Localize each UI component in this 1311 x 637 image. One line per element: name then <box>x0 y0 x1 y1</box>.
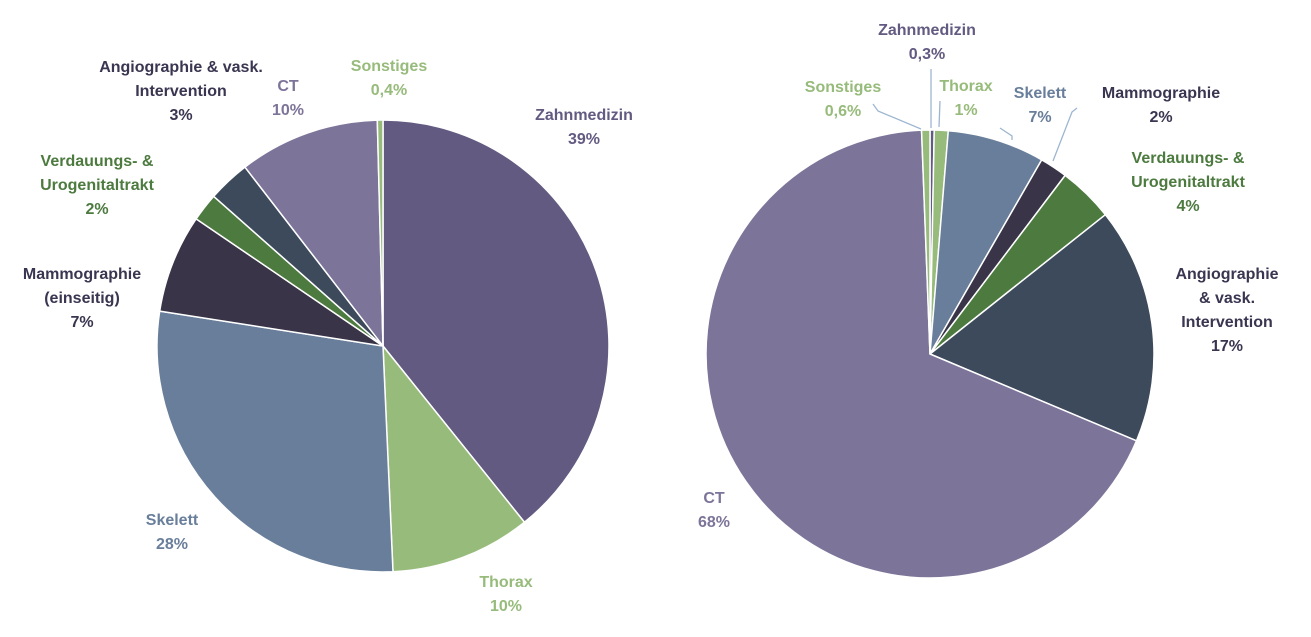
pie-1-label-verdauung: Verdauungs- & Urogenitaltrakt 2% <box>40 153 154 218</box>
pie-2-label-mammographie: Mammographie 2% <box>1102 85 1220 126</box>
pie-2-label-angiographie: Angiographie & vask. Intervention 17% <box>1175 266 1278 355</box>
pie-2-leader-line-thorax <box>938 100 941 128</box>
pie-2-leader-line-sonstiges <box>872 103 922 130</box>
pie-2-label-ct: CT 68% <box>698 490 730 531</box>
pie-2-label-verdauung: Verdauungs- & Urogenitaltrakt 4% <box>1131 150 1245 215</box>
pie-1-label-skelett: Skelett 28% <box>146 512 199 553</box>
pie-1-slice-thorax <box>382 345 526 573</box>
pie-1-label-thorax: Thorax 10% <box>479 574 532 615</box>
pie-2-label-sonstiges: Sonstiges 0,6% <box>805 79 882 120</box>
pie-1-label-ct: CT 10% <box>272 78 304 119</box>
pie-2-label-skelett: Skelett 7% <box>1014 85 1067 126</box>
pie-2-label-zahnmedizin: Zahnmedizin 0,3% <box>878 22 976 63</box>
pie-chart-left: Zahnmedizin 39% Thorax 10% Skelett 28% Mammogr… <box>23 58 633 615</box>
pie-1-label-zahnmedizin: Zahnmedizin 39% <box>535 107 633 148</box>
pie-1-slice-zahnmedizin <box>382 119 610 523</box>
pie-1-label-angiographie: Angiographie & vask. Intervention 3% <box>99 59 263 124</box>
pie-1-slice-skelett <box>156 310 394 573</box>
pie-2-slice-ct <box>705 129 1138 579</box>
pie-2-leader-line-mammographie <box>1052 107 1078 162</box>
pie-1-slice-ct <box>244 119 384 347</box>
pie-chart-right: Zahnmedizin 0,3% Thorax 1% Skelett 7% Mammogra… <box>698 22 1279 579</box>
pie-1-label-mammographie: Mammographie (einseitig) 7% <box>23 266 141 331</box>
pie-1-label-sonstiges: Sonstiges 0,4% <box>351 58 428 99</box>
pie-2-label-thorax: Thorax 1% <box>939 78 992 119</box>
pie-1-slice-sonstiges <box>376 119 384 347</box>
pie-2-slice-angiographie <box>929 213 1155 442</box>
pie-2-leader-line-skelett <box>999 127 1013 140</box>
pie-2-slice-sonstiges <box>920 129 931 355</box>
